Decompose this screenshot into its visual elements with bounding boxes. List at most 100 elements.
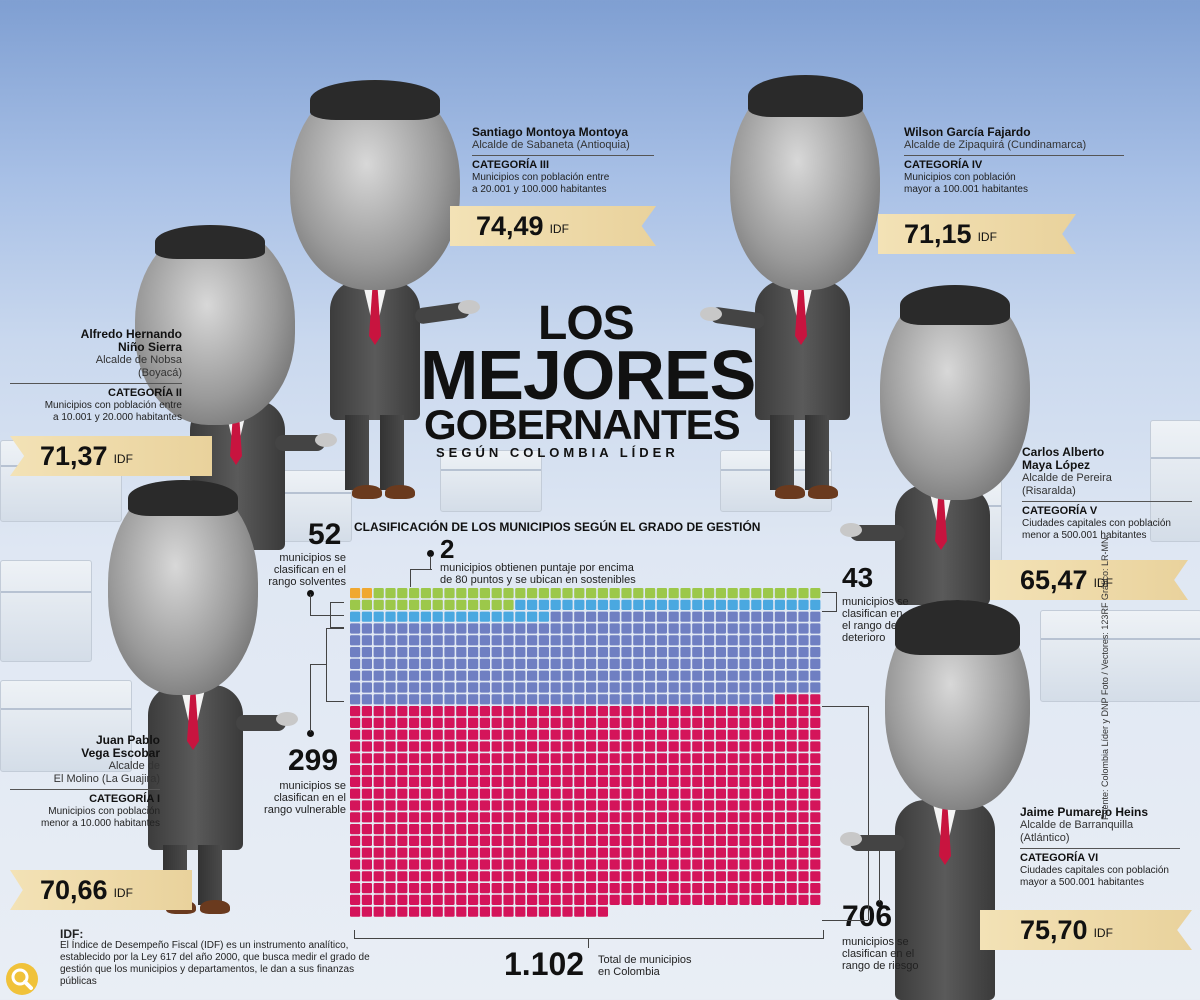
waffle-cell-riesgo	[574, 812, 585, 823]
waffle-cell-vulnerable	[633, 635, 644, 646]
note-line: en Colombia	[598, 966, 660, 978]
waffle-cell-riesgo	[786, 835, 797, 846]
waffle-cell-riesgo	[444, 847, 455, 858]
waffle-cell-vulnerable	[361, 694, 372, 705]
waffle-cell-riesgo	[373, 717, 384, 728]
waffle-cell-solventes	[432, 588, 443, 599]
waffle-cell-riesgo	[763, 729, 774, 740]
waffle-cell-riesgo	[409, 824, 420, 835]
score-tag-santiago: 74,49 IDF	[450, 206, 656, 246]
waffle-cell-riesgo	[739, 824, 750, 835]
waffle-cell-riesgo	[491, 824, 502, 835]
waffle-cell-riesgo	[409, 729, 420, 740]
note-line: clasifican en el	[273, 564, 346, 576]
waffle-cell-vulnerable	[350, 635, 361, 646]
waffle-cell-riesgo	[397, 871, 408, 882]
waffle-cell-riesgo	[350, 871, 361, 882]
magnifier-icon	[6, 963, 38, 995]
waffle-cell-riesgo	[586, 871, 597, 882]
waffle-cell-riesgo	[586, 859, 597, 870]
waffle-cell-vulnerable	[810, 635, 821, 646]
waffle-cell-riesgo	[609, 717, 620, 728]
waffle-cell-riesgo	[680, 835, 691, 846]
waffle-cell-solventes	[774, 588, 785, 599]
waffle-cell-vulnerable	[562, 694, 573, 705]
waffle-cell-solventes	[373, 588, 384, 599]
waffle-cell-riesgo	[633, 883, 644, 894]
waffle-cell-vulnerable	[715, 670, 726, 681]
waffle-cell-riesgo	[609, 706, 620, 717]
waffle-cell-riesgo	[515, 847, 526, 858]
waffle-cell-riesgo	[609, 812, 620, 823]
waffle-cell-vulnerable	[798, 635, 809, 646]
waffle-cell-riesgo	[397, 859, 408, 870]
waffle-cell-vulnerable	[562, 670, 573, 681]
waffle-cell-riesgo	[420, 800, 431, 811]
waffle-cell-riesgo	[538, 835, 549, 846]
waffle-cell-vulnerable	[609, 670, 620, 681]
waffle-cell-riesgo	[727, 741, 738, 752]
waffle-cell-riesgo	[668, 883, 679, 894]
waffle-cell-riesgo	[361, 741, 372, 752]
waffle-cell-riesgo	[574, 859, 585, 870]
waffle-cell-vulnerable	[420, 647, 431, 658]
waffle-cell-vulnerable	[704, 623, 715, 634]
waffle-cell-riesgo	[468, 717, 479, 728]
waffle-cell-vulnerable	[656, 623, 667, 634]
waffle-cell-vulnerable	[621, 635, 632, 646]
waffle-cell-riesgo	[668, 824, 679, 835]
waffle-cell-vulnerable	[409, 635, 420, 646]
waffle-cell-vulnerable	[656, 670, 667, 681]
waffle-cell-riesgo	[574, 788, 585, 799]
waffle-cell-riesgo	[751, 894, 762, 905]
waffle-cell-vulnerable	[491, 647, 502, 658]
waffle-cell-riesgo	[597, 894, 608, 905]
waffle-cell-riesgo	[503, 717, 514, 728]
waffle-cell-riesgo	[350, 883, 361, 894]
waffle-cell-riesgo	[586, 788, 597, 799]
waffle-cell-riesgo	[645, 765, 656, 776]
category-desc: Municipios con población	[48, 806, 160, 817]
waffle-cell-riesgo	[420, 812, 431, 823]
waffle-cell-riesgo	[774, 812, 785, 823]
waffle-cell-riesgo	[656, 741, 667, 752]
mayor-name: Niño Sierra	[117, 340, 182, 354]
waffle-cell-vulnerable	[409, 623, 420, 634]
waffle-cell-vulnerable	[633, 658, 644, 669]
waffle-cell-riesgo	[786, 847, 797, 858]
waffle-cell-riesgo	[680, 706, 691, 717]
waffle-cell-riesgo	[763, 871, 774, 882]
waffle-cell-vulnerable	[774, 647, 785, 658]
waffle-cell-vulnerable	[597, 694, 608, 705]
waffle-cell-riesgo	[550, 824, 561, 835]
waffle-cell-vulnerable	[586, 647, 597, 658]
waffle-cell-riesgo	[810, 706, 821, 717]
waffle-cell-riesgo	[668, 859, 679, 870]
waffle-cell-riesgo	[420, 859, 431, 870]
waffle-cell-deterioro	[515, 611, 526, 622]
waffle-cell-solventes	[680, 588, 691, 599]
waffle-cell-riesgo	[361, 800, 372, 811]
waffle-cell-deterioro	[621, 599, 632, 610]
waffle-cell-riesgo	[751, 871, 762, 882]
mayor-role: Alcalde de Zipaquirá (Cundinamarca)	[904, 139, 1087, 151]
waffle-cell-vulnerable	[527, 670, 538, 681]
waffle-cell-riesgo	[373, 859, 384, 870]
waffle-cell-vulnerable	[656, 635, 667, 646]
waffle-cell-riesgo	[361, 906, 372, 917]
waffle-cell-riesgo	[597, 883, 608, 894]
waffle-cell-vulnerable	[562, 611, 573, 622]
waffle-cell-riesgo	[432, 706, 443, 717]
waffle-cell-riesgo	[810, 883, 821, 894]
waffle-cell-riesgo	[715, 871, 726, 882]
waffle-cell-riesgo	[621, 788, 632, 799]
waffle-cell-riesgo	[739, 765, 750, 776]
waffle-cell-riesgo	[491, 788, 502, 799]
waffle-cell-vulnerable	[586, 670, 597, 681]
waffle-cell-riesgo	[420, 894, 431, 905]
waffle-cell-vulnerable	[503, 623, 514, 634]
waffle-cell-vulnerable	[680, 694, 691, 705]
waffle-cell-riesgo	[751, 753, 762, 764]
waffle-cell-riesgo	[586, 824, 597, 835]
waffle-cell-riesgo	[810, 765, 821, 776]
